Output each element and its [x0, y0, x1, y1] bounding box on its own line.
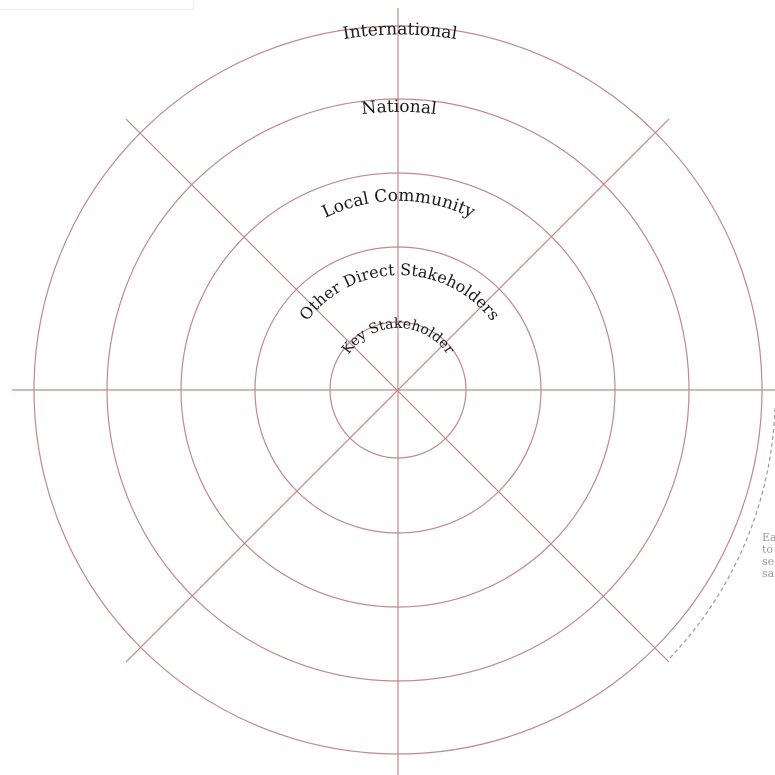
label-national: National	[360, 97, 437, 119]
ring-key-stakeholder	[329, 321, 467, 459]
ring-national	[106, 98, 690, 682]
corner-panel	[0, 0, 194, 10]
dashed-arc	[667, 407, 775, 661]
side-note-line: to	[762, 543, 774, 556]
spoke-diagonal-up	[125, 118, 670, 663]
side-note-line: se	[762, 555, 775, 568]
label-other-direct-stakeholders: Other Direct Stakeholders	[295, 260, 503, 324]
label-international: International	[341, 19, 458, 44]
ring-international	[33, 25, 763, 755]
label-local-community: Local Community	[319, 186, 478, 223]
radial-spokes	[12, 8, 775, 775]
ring-labels: Key Stakeholder Other Direct Stakeholder…	[295, 19, 503, 357]
side-note-line: sa	[762, 567, 775, 580]
rings	[33, 25, 763, 755]
ring-local-community	[180, 172, 616, 608]
side-note-line: Ea	[762, 531, 775, 544]
ring-other-direct-stakeholders	[254, 246, 542, 534]
side-note-text: Ea to se sa	[762, 532, 775, 580]
